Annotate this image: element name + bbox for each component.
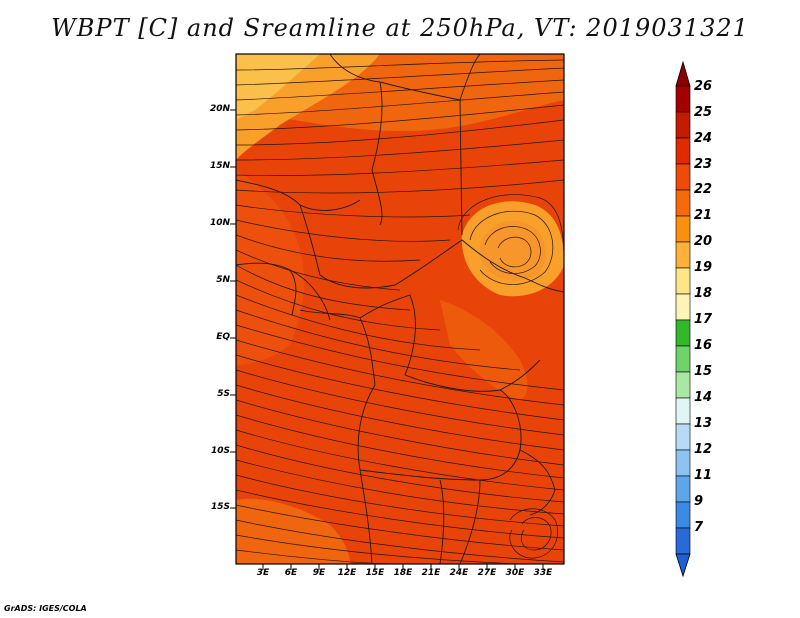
colorbar-label: 24 — [694, 131, 713, 146]
lat-label-15n: 15N — [209, 161, 230, 171]
colorbar-segment — [675, 423, 691, 451]
colorbar-label: 22 — [694, 182, 713, 197]
wbpt-zone-22-central — [440, 300, 528, 400]
wbpt-zone-20-north — [236, 54, 320, 120]
colorbar-segment — [675, 319, 691, 347]
colorbar-segment — [675, 163, 691, 191]
colorbar-label: 23 — [694, 157, 713, 172]
colorbar-segment — [675, 527, 691, 555]
lon-label-18e: 18E — [393, 568, 413, 578]
colorbar-label: 16 — [694, 338, 713, 353]
lon-ticks — [262, 564, 544, 570]
lat-label-5s: 5S — [217, 389, 230, 399]
lat-label-10s: 10S — [210, 446, 230, 456]
lon-label-33e: 33E — [533, 568, 553, 578]
lat-label-5n: 5N — [216, 275, 230, 285]
lon-label-9e: 9E — [312, 568, 326, 578]
wbpt-zone-23-west — [236, 170, 305, 365]
colorbar-segment — [675, 137, 691, 165]
colorbar-label: 15 — [694, 364, 713, 379]
colorbar-label: 12 — [694, 442, 713, 457]
colorbar-label: 13 — [694, 416, 713, 431]
colorbar-segment — [675, 449, 691, 477]
streamlines — [236, 59, 564, 564]
colorbar-label: 19 — [694, 260, 713, 275]
colorbar-segment — [675, 85, 691, 113]
wbpt-zone-21-east-core — [479, 220, 546, 281]
map-frame — [235, 53, 565, 565]
colorbar-segment — [675, 397, 691, 425]
country-borders — [236, 54, 564, 564]
colorbar-label: 11 — [694, 468, 713, 483]
colorbar-label: 18 — [694, 286, 713, 301]
lon-label-27e: 27E — [477, 568, 497, 578]
chart-title: WBPT [C] and Sreamline at 250hPa, VT: 20… — [51, 14, 749, 42]
colorbar-label: 9 — [694, 494, 704, 509]
colorbar-label: 17 — [694, 312, 713, 327]
colorbar-label: 25 — [694, 105, 713, 120]
colorbar-bottom-cap — [675, 553, 691, 578]
lon-label-15e: 15E — [365, 568, 385, 578]
colorbar-label: 21 — [694, 208, 713, 223]
colorbar-segment — [675, 345, 691, 373]
colorbar-segment — [675, 215, 691, 243]
colorbar-segment — [675, 371, 691, 399]
lon-label-24e: 24E — [449, 568, 469, 578]
lat-label-15s: 15S — [210, 502, 230, 512]
lat-label-10n: 10N — [209, 218, 230, 228]
lon-label-6e: 6E — [284, 568, 298, 578]
lon-label-3e: 3E — [256, 568, 270, 578]
lat-ticks — [230, 109, 236, 509]
colorbar-label: 20 — [694, 234, 713, 249]
colorbar-top-cap — [675, 60, 691, 87]
colorbar-segment — [675, 501, 691, 529]
colorbar-segment — [675, 189, 691, 217]
colorbar — [675, 60, 691, 578]
lon-label-12e: 12E — [337, 568, 357, 578]
lon-label-21e: 21E — [421, 568, 441, 578]
colorbar-label: 7 — [694, 520, 704, 535]
colorbar-segment — [675, 111, 691, 139]
grads-credit: GrADS: IGES/COLA — [4, 604, 87, 613]
colorbar-segment — [675, 241, 691, 269]
lon-label-30e: 30E — [505, 568, 525, 578]
colorbar-segment — [675, 475, 691, 503]
colorbar-segment — [675, 293, 691, 321]
colorbar-label: 26 — [694, 79, 713, 94]
colorbar-segment — [675, 267, 691, 295]
colorbar-label: 14 — [694, 390, 713, 405]
map-field — [236, 54, 564, 564]
lat-label-eq: EQ — [216, 332, 230, 342]
lat-label-20n: 20N — [209, 104, 230, 114]
